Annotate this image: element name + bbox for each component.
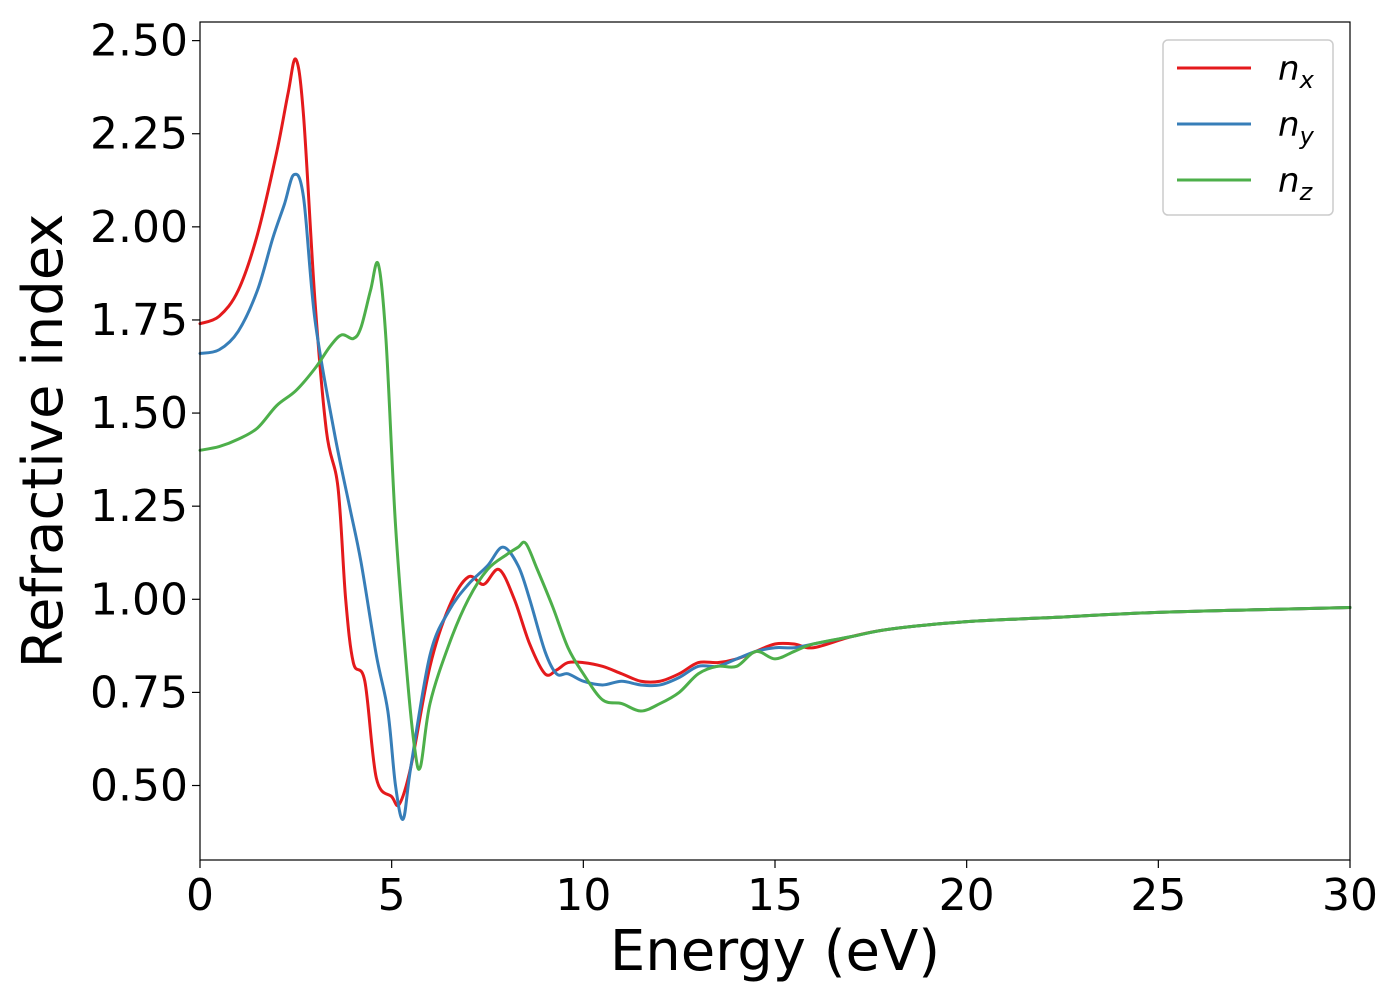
legend-box — [1162, 39, 1334, 216]
series-lines — [198, 57, 1352, 821]
legend-label-z: nz — [1278, 161, 1314, 206]
legend-label-y: ny — [1278, 105, 1315, 150]
legend-label-x: nx — [1278, 49, 1315, 94]
y-tick-label: 2.25 — [90, 109, 188, 160]
x-tick-label: 10 — [555, 870, 611, 921]
x-axis-title: Energy (eV) — [610, 919, 940, 984]
x-tick-label: 25 — [1130, 870, 1186, 921]
y-tick-label: 1.00 — [90, 574, 188, 625]
y-axis-title: Refractive index — [11, 214, 76, 669]
legend-label-subscript: y — [1299, 122, 1315, 150]
y-axis-ticks: 0.50 0.75 1.00 1.25 1.50 1.75 2.00 2.25 2.50 — [90, 16, 200, 812]
legend-label-subscript: z — [1299, 178, 1314, 206]
x-tick-label: 30 — [1322, 870, 1378, 921]
x-tick-label: 0 — [186, 870, 214, 921]
legend-label-subscript: x — [1299, 66, 1315, 94]
y-tick-label: 0.75 — [90, 667, 188, 718]
x-axis-ticks: 0 5 10 15 20 25 30 — [186, 860, 1378, 921]
y-tick-label: 1.75 — [90, 295, 188, 346]
series-line-y — [198, 172, 1352, 821]
y-tick-label: 1.50 — [90, 388, 188, 439]
series-line-z — [198, 260, 1352, 771]
plot-frame — [199, 21, 1351, 861]
y-tick-label: 0.50 — [90, 761, 188, 812]
legend-label-base: n — [1278, 105, 1300, 145]
y-tick-label: 1.25 — [90, 481, 188, 532]
x-tick-label: 5 — [378, 870, 406, 921]
legend-label-base: n — [1278, 161, 1300, 201]
legend-label-base: n — [1278, 49, 1300, 89]
x-tick-label: 20 — [939, 870, 995, 921]
x-tick-label: 15 — [747, 870, 803, 921]
y-tick-label: 2.50 — [90, 16, 188, 67]
y-tick-label: 2.00 — [90, 202, 188, 253]
